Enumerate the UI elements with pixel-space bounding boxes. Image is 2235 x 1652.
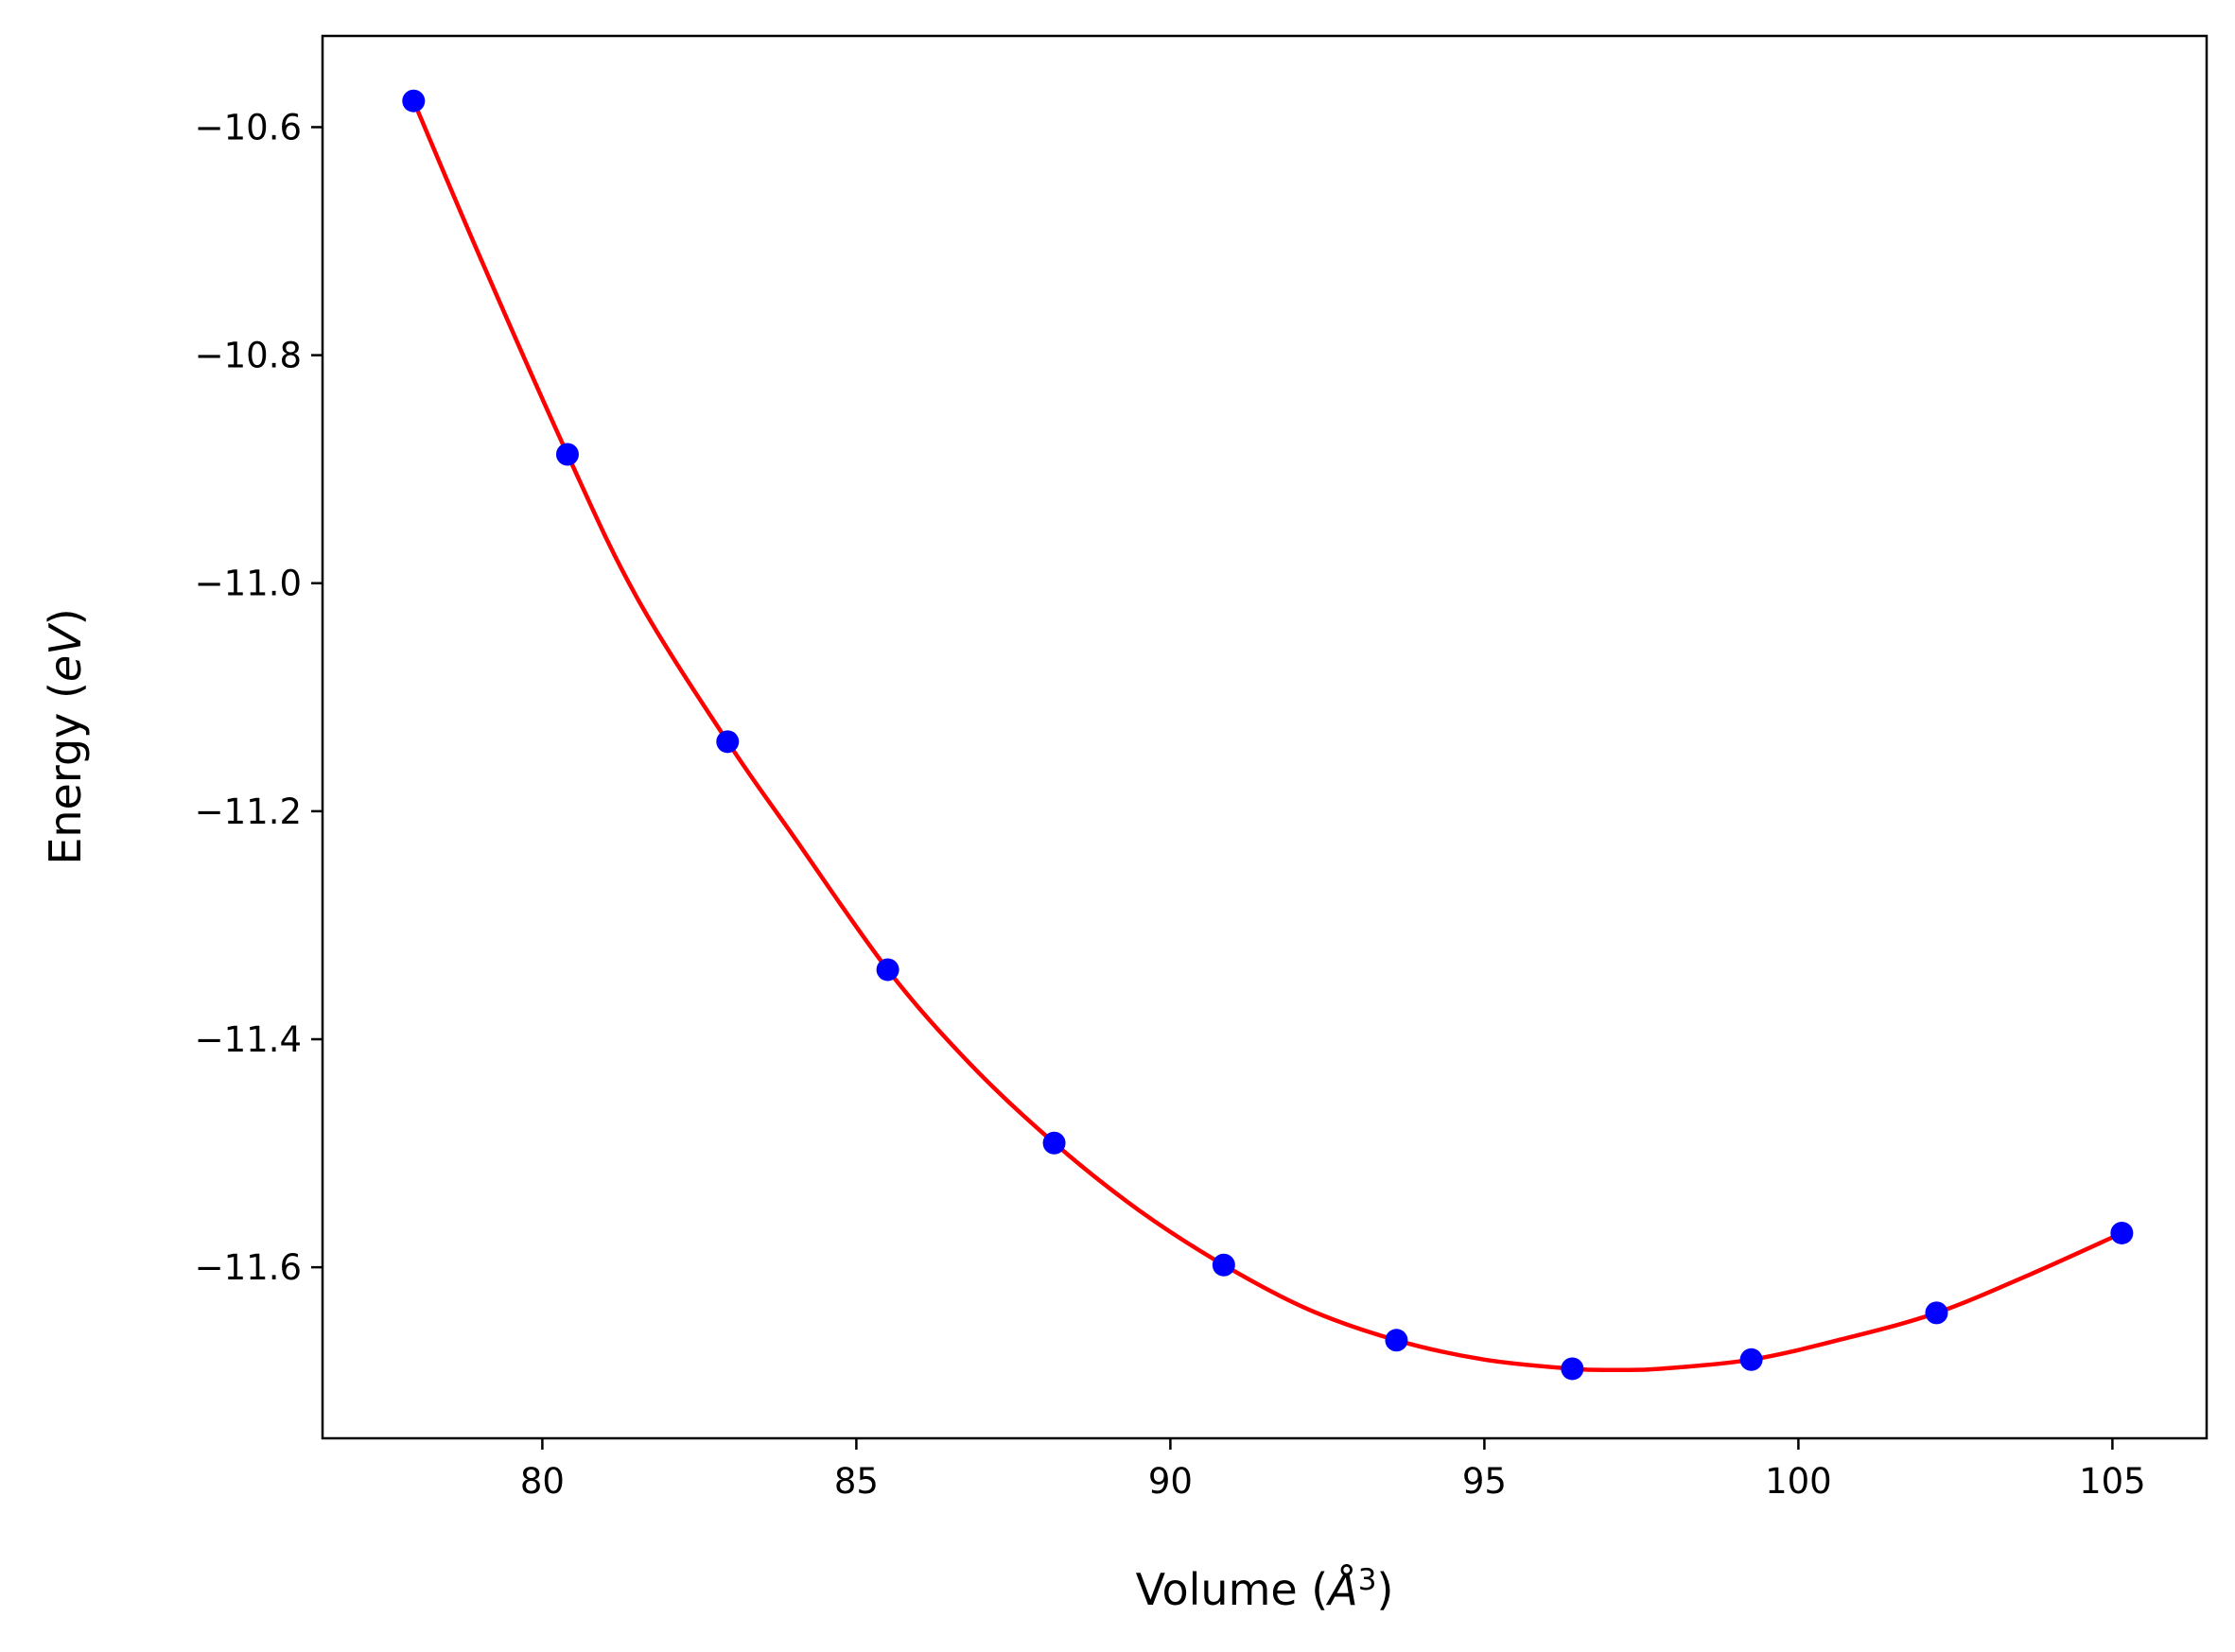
x-tick-label: 90 [1148, 1461, 1193, 1502]
y-tick-label: −11.2 [195, 791, 302, 832]
fit-curve-line [411, 99, 2123, 1373]
plot-frame [321, 34, 2209, 1440]
data-point [876, 958, 899, 982]
x-tick-label: 105 [2079, 1461, 2146, 1502]
data-point [1561, 1357, 1584, 1381]
data-point [716, 730, 740, 754]
data-point [1212, 1253, 1235, 1277]
y-tick-label: −11.4 [195, 1019, 302, 1060]
x-tick-label: 95 [1462, 1461, 1507, 1502]
data-point [2110, 1221, 2134, 1244]
data-series [402, 89, 2134, 1381]
x-tick-label: 85 [834, 1461, 879, 1502]
data-point [402, 89, 426, 113]
data-point [1739, 1348, 1763, 1371]
y-tick-label: −11.0 [195, 564, 302, 604]
x-axis-label: Volume (Å3) [1136, 1563, 1394, 1615]
y-tick-label: −11.6 [195, 1247, 302, 1288]
x-tick-label: 100 [1765, 1461, 1832, 1502]
y-axis-label: Energy (eV) [40, 608, 91, 864]
data-point [555, 443, 579, 466]
x-tick-label: 80 [520, 1461, 565, 1502]
y-tick-label: −10.8 [195, 336, 302, 376]
axis-ticks: 80 85 90 95 100 105 −10.6 −10.8 −11.0 −11.2 −11.4 −… [195, 107, 2146, 1502]
plot-background [323, 36, 2207, 1438]
y-tick-label: −10.6 [195, 107, 302, 148]
data-point [1385, 1329, 1408, 1352]
data-point [1925, 1301, 1948, 1325]
data-point [1042, 1131, 1066, 1155]
